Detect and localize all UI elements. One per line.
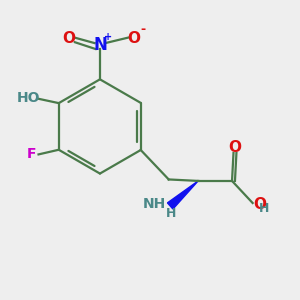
Text: NH: NH — [142, 197, 166, 212]
Text: O: O — [127, 31, 140, 46]
Text: H: H — [259, 202, 269, 215]
Text: HO: HO — [16, 92, 40, 106]
Text: N: N — [93, 37, 107, 55]
Text: H: H — [166, 207, 176, 220]
Text: F: F — [26, 147, 36, 161]
Text: -: - — [140, 23, 145, 36]
Text: O: O — [229, 140, 242, 155]
Text: O: O — [254, 197, 266, 212]
Polygon shape — [167, 181, 198, 209]
Text: O: O — [62, 31, 76, 46]
Text: +: + — [104, 32, 112, 42]
